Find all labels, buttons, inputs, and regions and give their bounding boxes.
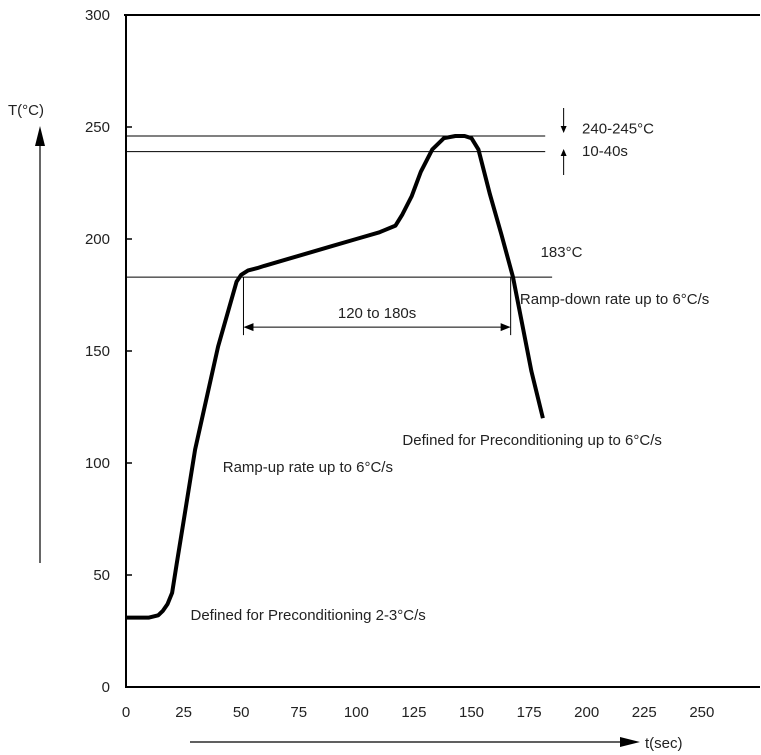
y-tick-label: 200 [85,231,110,248]
dimension-arrowhead-lower [560,149,567,156]
annotations: 240-245°C 10-40s 183°C Ramp-down rate up to… [190,121,709,624]
x-tick-label: 250 [689,704,714,721]
annotation: Defined for Preconditioning 2-3°C/s [190,607,425,624]
x-tick-label: 125 [401,704,426,721]
x-direction-arrowhead [620,737,640,747]
x-tick-label: 0 [122,704,130,721]
span-label: 120 to 180s [338,305,416,322]
y-tick-label: 250 [85,119,110,136]
annotation: 240-245°C [582,121,654,138]
x-tick-label: 225 [632,704,657,721]
annotation: 10-40s [582,143,628,160]
x-tick-label: 75 [290,704,307,721]
span-arrowhead-left [243,323,254,332]
series-line [126,134,545,620]
y-tick-label: 50 [93,567,110,584]
x-tick-label: 50 [233,704,250,721]
tick-labels: 0 25 50 75 100 125 150 175 200 225 250 0 50 100 150 200… [85,7,714,721]
span-arrowhead-right [500,323,511,332]
y-tick-label: 0 [102,679,110,696]
dimension-arrowhead-upper [560,126,567,133]
y-direction-arrowhead [35,126,45,146]
y-tick-label: 150 [85,343,110,360]
x-tick-label: 25 [175,704,192,721]
y-axis-label: T(°C) [8,102,44,119]
annotation: Ramp-up rate up to 6°C/s [223,459,393,476]
series-layer [126,134,545,620]
annotation: 183°C [541,244,583,261]
annotation: Defined for Preconditioning up to 6°C/s [402,432,661,449]
annotation: Ramp-down rate up to 6°C/s [520,291,709,308]
y-tick-label: 300 [85,7,110,24]
y-tick-label: 100 [85,455,110,472]
x-tick-label: 200 [574,704,599,721]
x-tick-label: 150 [459,704,484,721]
x-tick-label: 175 [517,704,542,721]
reference-lines: 120 to 180s [126,108,567,336]
x-axis-label: t(sec) [645,735,683,752]
x-tick-label: 100 [344,704,369,721]
